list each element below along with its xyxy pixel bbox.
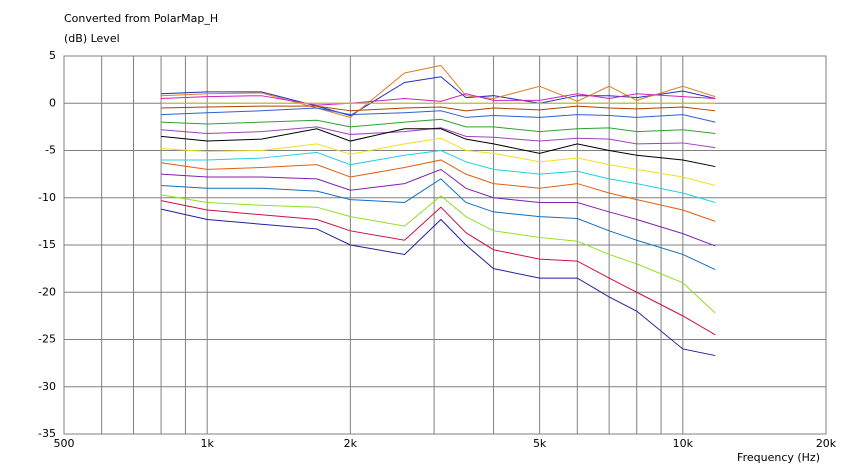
series-line [161,194,716,314]
x-tick-label: 20k [816,437,837,450]
y-tick-label: -5 [45,144,56,157]
series-line [161,168,716,247]
y-tick-label: -35 [38,427,56,440]
series-line [160,208,716,357]
y-tick-label: -20 [38,285,56,298]
y-tick-label: -10 [38,191,56,204]
x-tick-label: 1k [200,437,214,450]
x-tick-label: 5k [533,437,547,450]
y-tick-label: -30 [38,380,56,393]
y-axis-label: (dB) Level [64,32,120,45]
series-line [161,159,716,222]
x-tick-label: 500 [54,437,75,450]
series-line [161,128,716,168]
y-tick-label: 5 [49,49,56,62]
series-line [161,76,716,117]
series-line [161,93,716,106]
chart-title: Converted from PolarMap_H [64,12,218,25]
x-tick-label: 2k [344,437,358,450]
series-line [161,137,716,186]
series-line [161,178,716,271]
series-line [161,118,716,134]
series-line [161,149,716,203]
series-line [161,107,716,123]
y-tick-label: 0 [49,96,56,109]
series-line [161,126,716,149]
x-tick-label: 10k [673,437,694,450]
series-line [160,200,716,336]
y-tick-label: -25 [38,333,56,346]
y-tick-label: -15 [38,238,56,251]
series-line [161,105,716,112]
x-axis-label: Frequency (Hz) [737,451,820,464]
